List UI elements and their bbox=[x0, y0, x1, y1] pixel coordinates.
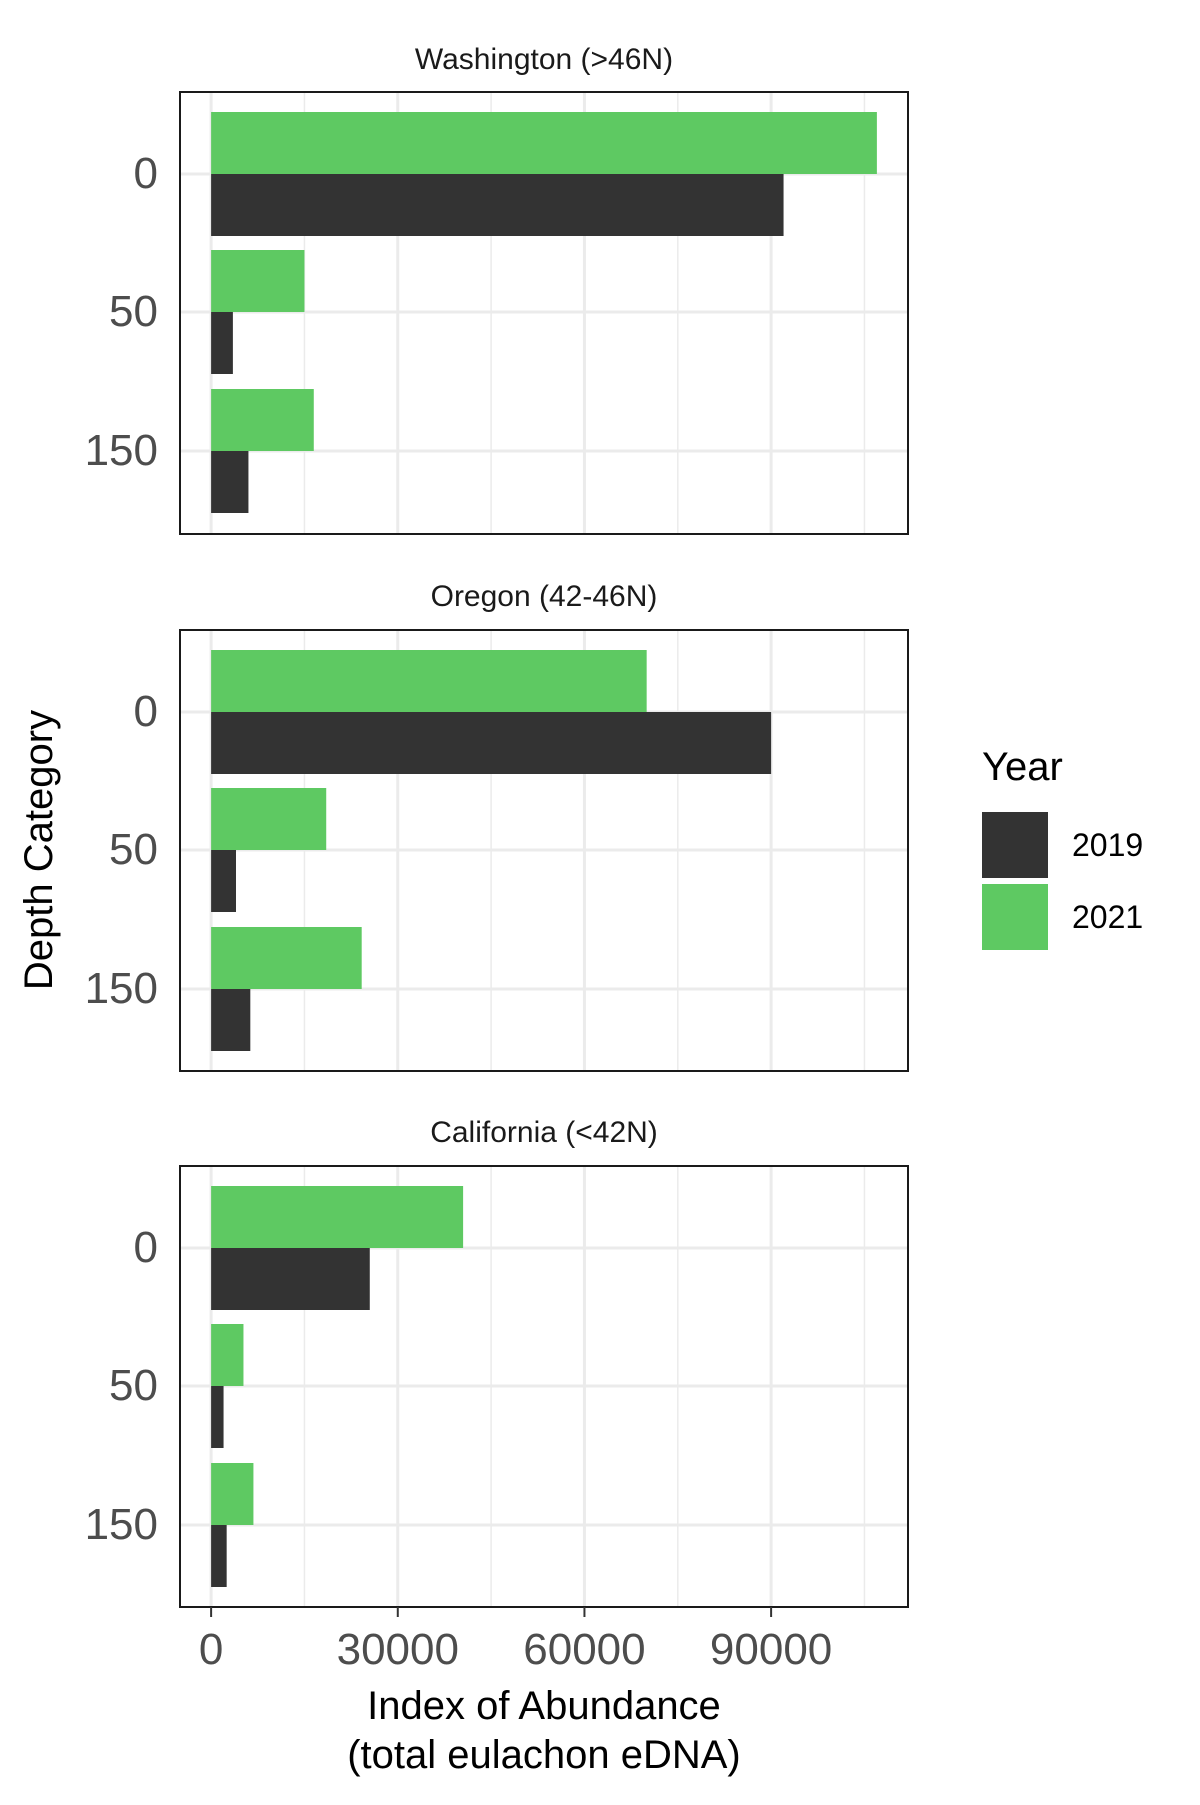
bar-2019 bbox=[211, 1386, 224, 1448]
bar-2021 bbox=[211, 250, 305, 312]
legend-title: Year bbox=[982, 745, 1063, 789]
bar-2019 bbox=[211, 850, 236, 912]
y-tick-label: 50 bbox=[109, 1361, 158, 1410]
facet-title: Washington (>46N) bbox=[415, 43, 673, 76]
y-tick-label: 150 bbox=[85, 964, 158, 1013]
bar-2021 bbox=[211, 1324, 244, 1386]
bar-2019 bbox=[211, 712, 772, 774]
bar-2019 bbox=[211, 1248, 370, 1310]
facet-title: California (<42N) bbox=[430, 1116, 658, 1149]
x-tick-label: 60000 bbox=[523, 1625, 645, 1674]
y-tick-label: 150 bbox=[85, 1500, 158, 1549]
panel-border bbox=[179, 629, 909, 1072]
y-tick-label: 150 bbox=[85, 426, 158, 475]
legend-label: 2019 bbox=[1072, 827, 1143, 863]
bar-2019 bbox=[211, 174, 784, 236]
x-tick-label: 30000 bbox=[337, 1625, 459, 1674]
x-tick-label: 0 bbox=[199, 1625, 223, 1674]
y-tick-label: 0 bbox=[134, 1223, 158, 1272]
panel-border bbox=[179, 91, 909, 535]
y-tick-label: 0 bbox=[134, 149, 158, 198]
bar-2021 bbox=[211, 112, 877, 174]
legend-swatch-2019 bbox=[982, 812, 1048, 878]
bar-2021 bbox=[211, 650, 647, 712]
y-tick-label: 0 bbox=[134, 687, 158, 736]
bar-2019 bbox=[211, 451, 249, 513]
x-tick-label: 90000 bbox=[710, 1625, 832, 1674]
bar-2021 bbox=[211, 389, 314, 451]
bar-2021 bbox=[211, 788, 327, 850]
bar-2021 bbox=[211, 1186, 464, 1248]
bar-2021 bbox=[211, 927, 362, 989]
facet-title: Oregon (42-46N) bbox=[431, 580, 658, 613]
y-axis-label: Depth Category bbox=[17, 710, 61, 990]
y-tick-label: 50 bbox=[109, 287, 158, 336]
bar-2019 bbox=[211, 312, 233, 374]
legend-swatch-2021 bbox=[982, 884, 1048, 950]
bar-2019 bbox=[211, 1525, 227, 1587]
bar-2019 bbox=[211, 989, 251, 1051]
x-axis-label: (total eulachon eDNA) bbox=[347, 1733, 741, 1777]
y-tick-label: 50 bbox=[109, 825, 158, 874]
panel-border bbox=[179, 1165, 909, 1608]
x-axis-label: Index of Abundance bbox=[367, 1684, 721, 1728]
bar-2021 bbox=[211, 1463, 254, 1525]
legend-label: 2021 bbox=[1072, 899, 1143, 935]
